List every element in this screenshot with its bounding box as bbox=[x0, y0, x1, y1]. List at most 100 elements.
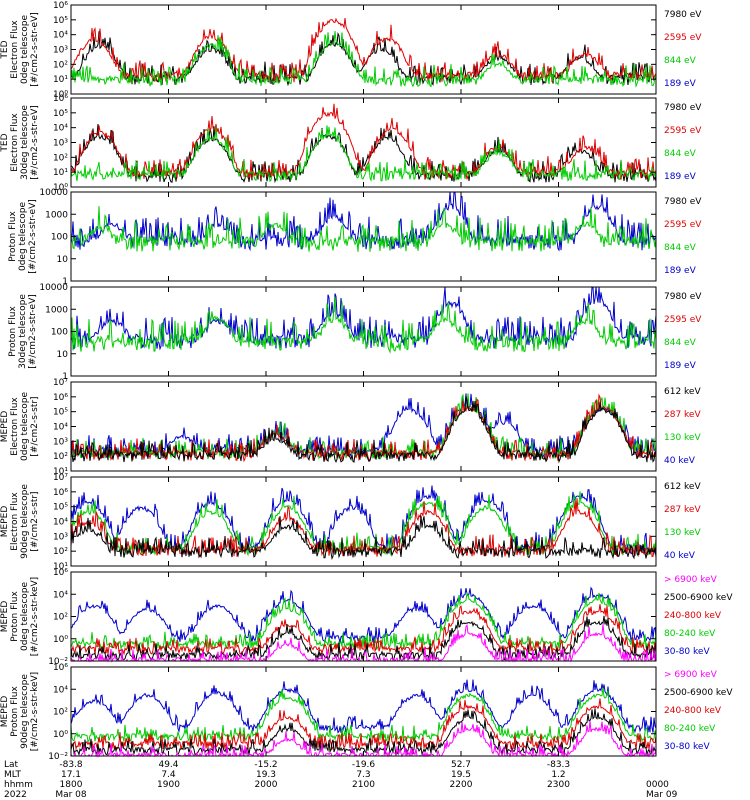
y-tick-label: 10⁴ bbox=[53, 124, 68, 134]
x-axis-row-label: MLT bbox=[4, 770, 22, 780]
y-tick-label: 10⁶ bbox=[53, 663, 68, 673]
x-tick-label: 2200 bbox=[450, 780, 473, 790]
panel-8: 10⁻² 10⁰ 10² 10⁴ 10⁶ MEPED Proton Flux 90deg te… bbox=[0, 663, 733, 762]
y-tick-label: 10³ bbox=[53, 46, 68, 56]
x-tick-label: -19.6 bbox=[352, 760, 376, 770]
y-tick-label: 10000 bbox=[39, 188, 68, 198]
legend-entry: 130 keV bbox=[664, 528, 701, 538]
y-tick-label: 10² bbox=[53, 708, 68, 718]
y-tick-label: 100 bbox=[51, 328, 68, 338]
x-axis-row-label: 2022 bbox=[4, 790, 27, 800]
legend-entry: 189 eV bbox=[664, 172, 697, 182]
y-tick-label: 10⁶ bbox=[53, 393, 68, 403]
legend-entry: 189 eV bbox=[664, 79, 697, 89]
panel-plot-area bbox=[71, 5, 656, 94]
series-trace-287-kev bbox=[70, 498, 657, 559]
x-tick-label: 17.1 bbox=[61, 770, 81, 780]
legend-entry: 287 keV bbox=[664, 410, 701, 420]
y-tick-label: 10¹ bbox=[53, 562, 68, 572]
y-tick-label: 10¹ bbox=[53, 75, 68, 85]
x-tick-label: 1.2 bbox=[551, 770, 565, 780]
y-axis-label: Proton Flux bbox=[8, 306, 18, 357]
legend-entry: 40 keV bbox=[664, 551, 696, 561]
y-axis-label: 0deg telescope bbox=[20, 582, 30, 652]
panel-1: 10⁰ 10¹ 10² 10³ 10⁴ 10⁵ 10⁶ TED Electron Flux 0de… bbox=[0, 1, 702, 100]
panel-5: 10¹ 10² 10³ 10⁴ 10⁵ 10⁶ 10⁷ MEPED Electron Flux 0… bbox=[0, 378, 701, 477]
y-tick-label: 10⁵ bbox=[53, 16, 68, 26]
y-tick-label: 10⁻² bbox=[48, 752, 68, 762]
legend-entry: > 6900 keV bbox=[664, 575, 718, 585]
y-axis-label: 0deg telescope bbox=[20, 15, 30, 85]
series-trace-2500-6900-kev bbox=[70, 615, 657, 662]
y-axis-label: [#/cm2-s-str] bbox=[30, 491, 40, 551]
y-axis-label: MEPED bbox=[0, 601, 10, 633]
y-tick-label: 10⁷ bbox=[53, 378, 68, 388]
y-axis-label: MEPED bbox=[0, 411, 10, 443]
series-trace-844-ev bbox=[70, 296, 657, 354]
x-tick-label: 1800 bbox=[60, 780, 83, 790]
y-tick-label: 10⁶ bbox=[53, 568, 68, 578]
x-tick-label: -15.2 bbox=[254, 760, 277, 770]
y-tick-label: 10² bbox=[53, 547, 68, 557]
x-tick-label: 7.4 bbox=[161, 770, 176, 780]
y-axis-label: TED bbox=[0, 40, 10, 59]
y-tick-label: 10⁴ bbox=[53, 423, 68, 433]
x-tick-label: 49.4 bbox=[158, 760, 178, 770]
y-tick-label: 10⁵ bbox=[53, 109, 68, 119]
legend-entry: 7980 eV bbox=[664, 292, 702, 302]
x-axis-row-label: Lat bbox=[4, 760, 19, 770]
y-axis-label: 0deg telescope bbox=[18, 202, 28, 272]
y-axis-label: TED bbox=[0, 133, 10, 152]
y-tick-label: 10⁰ bbox=[53, 183, 68, 193]
y-axis-label: [#/cm2-s-str-eV] bbox=[28, 294, 38, 369]
legend-entry: 287 keV bbox=[664, 505, 701, 515]
y-tick-label: 1000 bbox=[45, 210, 68, 220]
y-tick-label: 10⁶ bbox=[53, 1, 68, 11]
y-tick-label: 10¹ bbox=[53, 168, 68, 178]
legend-entry: 2500-6900 keV bbox=[664, 688, 733, 698]
x-tick-label: 0000 bbox=[646, 780, 669, 790]
legend-entry: 30-80 keV bbox=[664, 742, 710, 752]
y-axis-label: Electron Flux bbox=[10, 492, 20, 551]
y-tick-label: 10² bbox=[53, 613, 68, 623]
x-axis-row-label: hhmm bbox=[4, 780, 33, 790]
y-tick-label: 10⁷ bbox=[53, 473, 68, 483]
y-axis-label: [#/cm2-s-str-keV] bbox=[30, 577, 40, 656]
panel-2: 10⁰ 10¹ 10² 10³ 10⁴ 10⁵ 10⁶ TED Electron Flux 30d… bbox=[0, 94, 702, 193]
series-trace-80-240-kev bbox=[70, 687, 657, 743]
y-axis-label: [#/cm2-s-str-eV] bbox=[30, 105, 40, 180]
y-axis-label: Electron Flux bbox=[10, 397, 20, 456]
y-tick-label: 10² bbox=[53, 452, 68, 462]
legend-entry: 80-240 keV bbox=[664, 724, 716, 734]
x-tick-label: 7.3 bbox=[356, 770, 370, 780]
series-trace-844-ev bbox=[70, 206, 657, 252]
legend-entry: 7980 eV bbox=[664, 103, 702, 113]
y-tick-label: 1000 bbox=[45, 305, 68, 315]
y-axis-label: 30deg telescope bbox=[18, 294, 28, 369]
y-axis-label: Proton Flux bbox=[8, 211, 18, 262]
y-axis-label: [#/cm2-s-str] bbox=[30, 396, 40, 456]
y-tick-label: 10000 bbox=[39, 283, 68, 293]
y-tick-label: 10⁶ bbox=[53, 94, 68, 104]
y-tick-label: 100 bbox=[51, 233, 68, 243]
legend-entry: 189 eV bbox=[664, 266, 697, 276]
y-axis-label: 90deg telescope bbox=[20, 484, 30, 559]
legend-entry: 7980 eV bbox=[664, 10, 702, 20]
legend-entry: 240-800 keV bbox=[664, 706, 722, 716]
y-tick-label: 10⁴ bbox=[53, 685, 68, 695]
x-tick-label: 2100 bbox=[352, 780, 375, 790]
series-trace-240-800-kev bbox=[70, 604, 657, 656]
y-tick-label: 1 bbox=[62, 372, 68, 382]
legend-entry: 844 eV bbox=[664, 56, 697, 66]
y-axis-label: Proton Flux bbox=[10, 591, 20, 642]
x-tick-label: -83.3 bbox=[547, 760, 570, 770]
legend-entry: 7980 eV bbox=[664, 197, 702, 207]
y-axis-label: 90deg telescope bbox=[20, 674, 30, 749]
y-tick-label: 10⁵ bbox=[53, 408, 68, 418]
series-trace-240-800-kev bbox=[70, 698, 657, 751]
x-tick-label: 2000 bbox=[255, 780, 278, 790]
legend-entry: 40 keV bbox=[664, 456, 696, 466]
x-tick-label: Mar 09 bbox=[646, 790, 678, 800]
y-tick-label: 10² bbox=[53, 153, 68, 163]
